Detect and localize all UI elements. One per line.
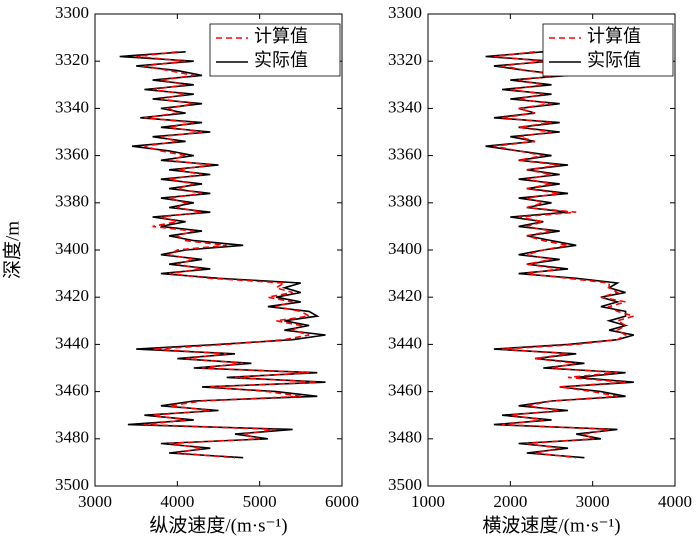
x-tick-label: 4000 xyxy=(160,492,194,511)
y-tick-label: 3400 xyxy=(388,239,422,258)
y-tick-label: 3480 xyxy=(55,428,89,447)
y-tick-label: 3300 xyxy=(55,3,89,22)
y-tick-label: 3420 xyxy=(388,286,422,305)
y-tick-label: 3400 xyxy=(55,239,89,258)
legend-box xyxy=(209,23,341,77)
x-tick-label: 3000 xyxy=(576,492,610,511)
plot-frame xyxy=(94,13,343,487)
y-tick-label: 3480 xyxy=(388,428,422,447)
y-tick-label: 3340 xyxy=(388,97,422,116)
y-tick-label: 3360 xyxy=(388,145,422,164)
data-line xyxy=(493,51,637,459)
legend-label: 计算值 xyxy=(254,26,308,46)
x-tick-label: 6000 xyxy=(325,492,359,511)
x-tick-label: 3000 xyxy=(78,492,112,511)
y-tick-label: 3440 xyxy=(55,333,89,352)
y-tick-label: 3340 xyxy=(55,97,89,116)
y-tick-label: 3460 xyxy=(388,381,422,400)
y-tick-label: 3360 xyxy=(55,145,89,164)
y-tick-label: 3500 xyxy=(388,475,422,494)
legend-label: 实际值 xyxy=(254,50,308,70)
y-tick-label: 3440 xyxy=(388,333,422,352)
y-axis-label: 深度/m xyxy=(1,221,23,279)
y-tick-label: 3420 xyxy=(55,286,89,305)
x-tick-label: 2000 xyxy=(493,492,527,511)
y-tick-label: 3320 xyxy=(55,50,89,69)
legend-box xyxy=(542,23,674,77)
y-tick-label: 3380 xyxy=(55,192,89,211)
x-axis-label: 横波速度/(m·s⁻¹) xyxy=(482,514,620,536)
y-tick-label: 3500 xyxy=(55,475,89,494)
data-line xyxy=(136,51,318,459)
legend-label: 实际值 xyxy=(587,50,641,70)
y-tick-label: 3460 xyxy=(55,381,89,400)
x-tick-label: 1000 xyxy=(411,492,445,511)
x-axis-label: 纵波速度/(m·s⁻¹) xyxy=(149,514,287,536)
y-tick-label: 3300 xyxy=(388,3,422,22)
y-tick-label: 3320 xyxy=(388,50,422,69)
x-tick-label: 5000 xyxy=(243,492,277,511)
y-tick-label: 3380 xyxy=(388,192,422,211)
legend-label: 计算值 xyxy=(587,26,641,46)
x-tick-label: 4000 xyxy=(658,492,692,511)
